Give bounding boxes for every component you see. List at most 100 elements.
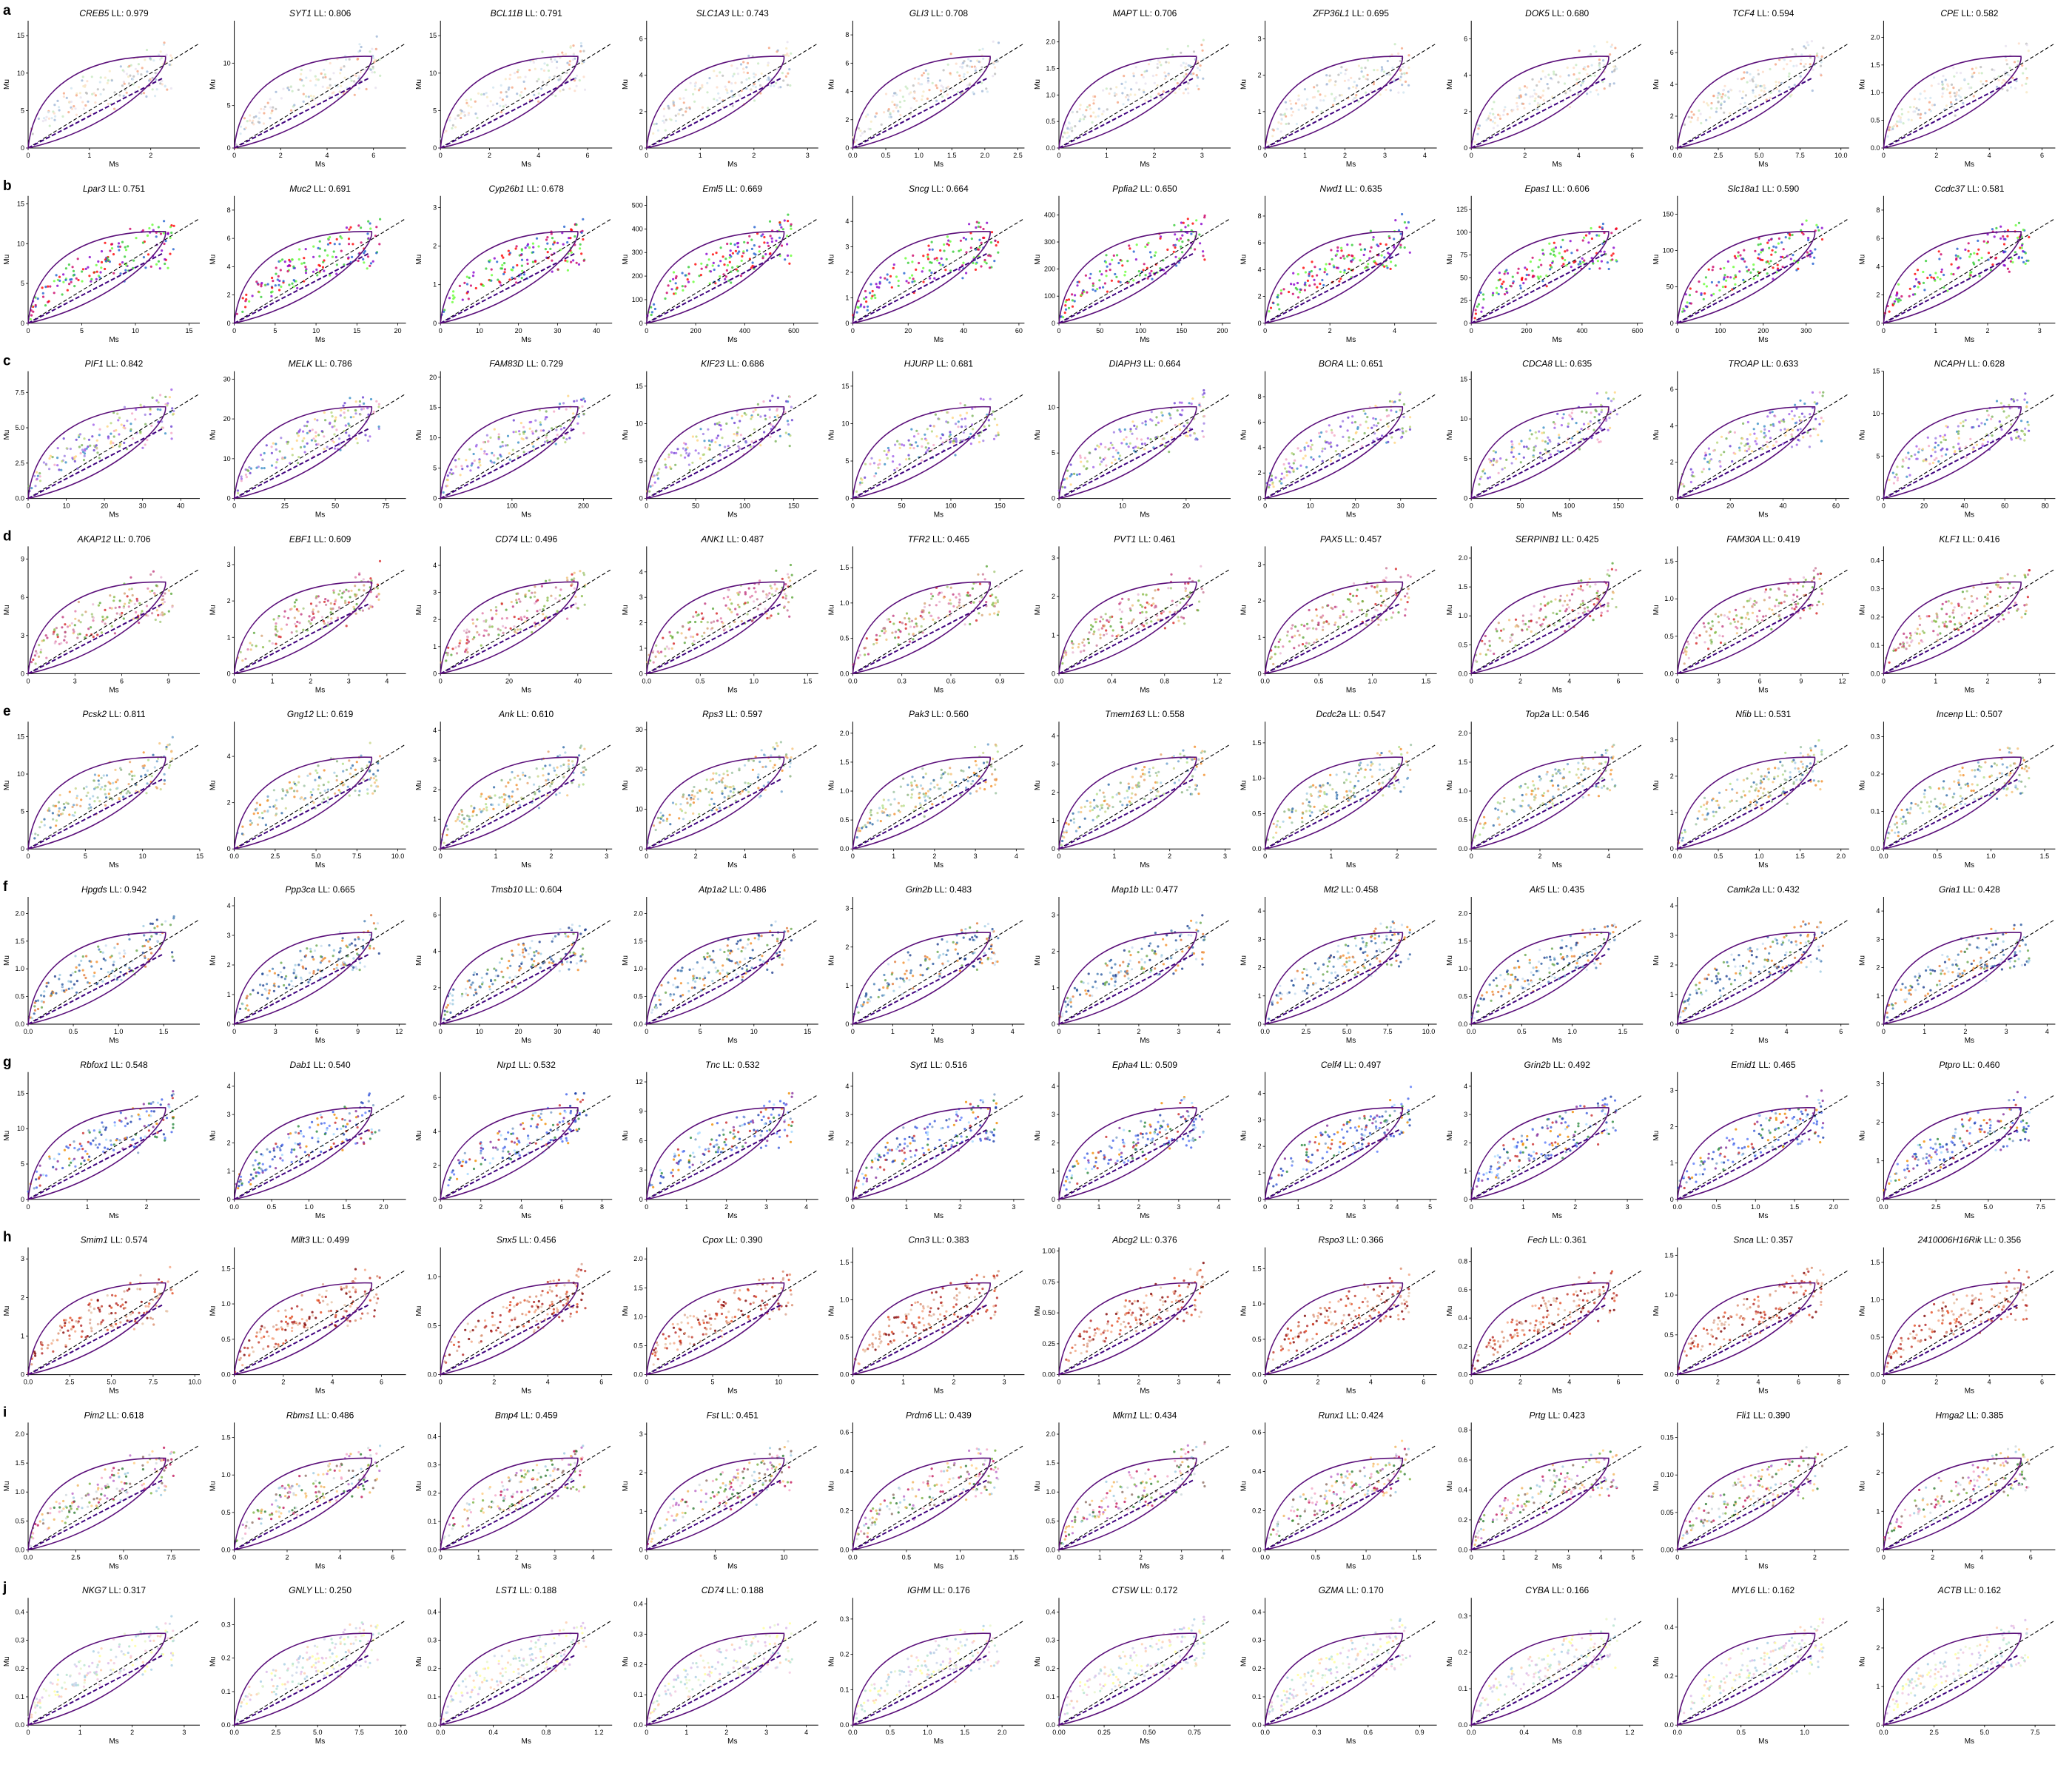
data-point [767,64,770,67]
data-point [1782,248,1785,251]
y-tick-label: 30 [223,375,231,383]
data-point [518,433,521,436]
data-point [537,92,540,95]
data-point [1375,424,1378,428]
data-point [1289,102,1293,105]
data-point [1606,41,1609,44]
data-point [120,423,123,426]
data-point [170,437,173,440]
log-likelihood: LL: 0.650 [1137,184,1177,194]
data-point [1347,416,1350,419]
y-tick-label: 2 [227,292,231,299]
data-point [1560,424,1563,427]
data-point [682,101,685,104]
data-point [684,456,687,459]
data-point [758,245,761,248]
data-point [1293,283,1296,286]
data-point [240,480,243,482]
data-point [1959,257,1962,260]
data-point [959,92,963,95]
data-point [162,232,165,235]
data-point [460,465,463,468]
data-point [121,261,124,264]
data-point [275,443,278,445]
data-point [1778,90,1781,92]
y-tick-label: 8 [1258,393,1262,400]
fitted-steady-state-line [852,253,987,324]
data-point [911,260,914,263]
data-point [362,258,365,260]
data-point [1129,93,1132,96]
data-point [790,227,793,230]
data-point [514,247,517,250]
y-tick-label: 0 [1052,495,1055,502]
data-point [2025,44,2028,47]
data-point [545,238,548,241]
data-point [158,267,161,270]
data-point [79,96,82,99]
data-point [716,422,719,426]
data-point [1355,87,1358,90]
data-point [1495,286,1498,289]
x-axis-label: Ms [1758,336,1768,344]
data-point [110,243,114,246]
data-point [1896,120,1899,123]
data-point [491,451,494,454]
data-point [767,78,770,81]
data-point [1296,273,1299,276]
data-point [1063,478,1066,481]
data-point [1907,110,1910,113]
data-point [903,99,906,102]
y-tick-label: 0.0 [1871,144,1880,152]
data-point [1732,266,1735,269]
data-point [1393,246,1396,249]
data-point [489,100,492,103]
data-point [572,58,575,61]
data-point [1203,216,1206,219]
data-point [939,90,943,92]
data-point [1952,273,1955,276]
data-point [1157,421,1160,424]
data-point [467,104,470,107]
data-point [1590,237,1593,240]
data-point [1318,431,1321,435]
data-point [1187,82,1190,85]
data-point [508,253,511,256]
data-point [1098,270,1101,273]
data-point [788,445,791,448]
dynamic-trajectory [233,56,373,149]
y-tick-label: 0 [639,495,643,502]
data-point [465,98,468,102]
data-point [1287,122,1291,125]
data-point [556,434,559,437]
data-point [1310,269,1313,273]
gene-name: PIF1 [85,359,104,369]
data-point [913,280,916,283]
fitted-steady-state-line [27,253,163,324]
data-point [166,88,169,91]
data-point [1311,443,1314,446]
data-point [544,248,548,251]
data-point [719,428,723,431]
data-point [312,245,315,248]
data-point [1492,449,1495,453]
data-point [972,428,975,431]
data-point [333,243,336,246]
data-point [38,472,41,475]
data-point [81,75,84,78]
data-point [1592,262,1595,265]
data-point [723,263,726,266]
data-point [1919,112,1923,116]
dynamic-trajectory [27,231,166,324]
data-point [1570,266,1572,269]
data-point [474,112,477,115]
data-point [1934,279,1937,282]
data-point [1924,112,1927,115]
data-point [652,132,655,135]
data-point [1064,308,1068,311]
data-point [1149,95,1152,98]
data-point [658,468,661,471]
data-point [1178,87,1181,91]
data-point [1305,441,1308,445]
